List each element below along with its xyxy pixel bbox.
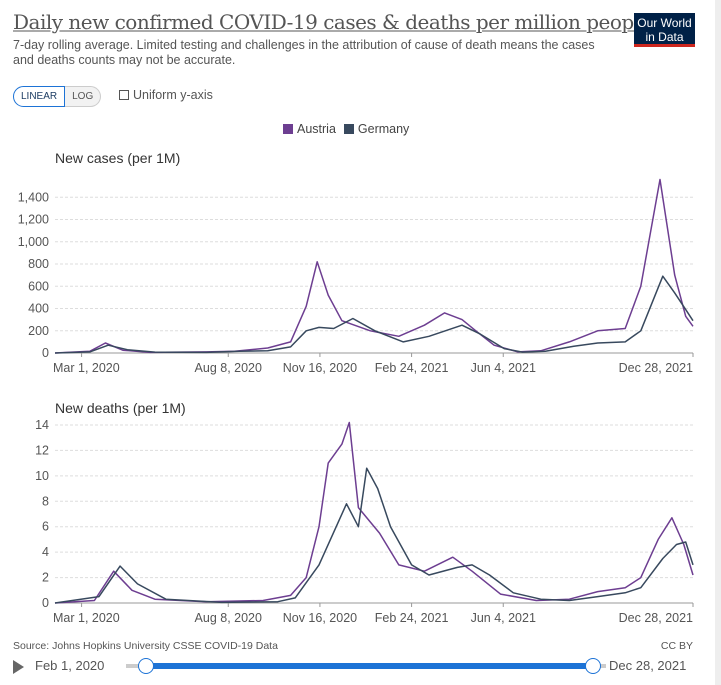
timeline-end-label: Dec 28, 2021 bbox=[609, 658, 687, 673]
checkbox-icon[interactable] bbox=[119, 90, 129, 100]
y-tick-label: 2 bbox=[42, 571, 49, 585]
x-tick-label: Dec 28, 2021 bbox=[619, 361, 693, 375]
x-tick-label: Aug 8, 2020 bbox=[195, 361, 262, 375]
x-tick-label: Feb 24, 2021 bbox=[375, 611, 449, 625]
series-line-germany bbox=[54, 467, 694, 604]
deaths-chart-title: New deaths (per 1M) bbox=[55, 400, 186, 416]
series-line-austria bbox=[54, 421, 694, 604]
uniform-y-axis-checkbox[interactable]: Uniform y-axis bbox=[119, 88, 213, 102]
x-tick-label: Mar 1, 2020 bbox=[53, 611, 120, 625]
y-tick-label: 1,400 bbox=[18, 190, 49, 204]
y-tick-label: 12 bbox=[35, 443, 49, 457]
y-tick-label: 600 bbox=[28, 279, 49, 293]
y-tick-label: 10 bbox=[35, 469, 49, 483]
legend-germany[interactable]: Germany bbox=[343, 122, 410, 136]
owid-logo[interactable]: Our World in Data bbox=[634, 13, 695, 47]
timeline-start-handle[interactable] bbox=[138, 658, 154, 674]
x-tick-label: Mar 1, 2020 bbox=[53, 361, 120, 375]
x-tick-label: Jun 4, 2021 bbox=[471, 361, 536, 375]
scrollbar[interactable] bbox=[715, 0, 721, 685]
timeline-start-label: Feb 1, 2020 bbox=[35, 658, 105, 673]
y-tick-label: 4 bbox=[42, 545, 49, 559]
x-tick-label: Aug 8, 2020 bbox=[195, 611, 262, 625]
source-text[interactable]: Source: Johns Hopkins University CSSE CO… bbox=[13, 640, 278, 652]
y-tick-label: 0 bbox=[42, 346, 49, 360]
y-tick-label: 8 bbox=[42, 494, 49, 508]
play-icon[interactable] bbox=[13, 660, 24, 674]
swatch-icon bbox=[283, 124, 293, 134]
scale-toggle: LINEAR LOG bbox=[13, 86, 102, 107]
legend-austria[interactable]: Austria bbox=[283, 122, 336, 136]
y-tick-label: 1,000 bbox=[18, 235, 49, 249]
legend: Austria Germany bbox=[283, 122, 409, 136]
uniform-label: Uniform y-axis bbox=[133, 88, 213, 102]
legend-label: Austria bbox=[297, 122, 336, 136]
y-tick-label: 14 bbox=[35, 418, 49, 432]
series-line-austria bbox=[54, 178, 694, 354]
y-tick-label: 400 bbox=[28, 302, 49, 316]
legend-label: Germany bbox=[357, 122, 410, 136]
y-tick-label: 1,200 bbox=[18, 213, 49, 227]
x-tick-label: Nov 16, 2020 bbox=[283, 361, 357, 375]
chart-title[interactable]: Daily new confirmed COVID-19 cases & dea… bbox=[13, 10, 651, 34]
timeline: Feb 1, 2020 Dec 28, 2021 bbox=[13, 658, 713, 678]
linear-button[interactable]: LINEAR bbox=[13, 86, 66, 107]
series-line-germany bbox=[54, 275, 694, 354]
cases-chart-title: New cases (per 1M) bbox=[55, 150, 181, 166]
y-tick-label: 200 bbox=[28, 324, 49, 338]
y-tick-label: 0 bbox=[42, 596, 49, 610]
x-tick-label: Feb 24, 2021 bbox=[375, 361, 449, 375]
log-button[interactable]: LOG bbox=[65, 86, 102, 107]
license-text[interactable]: CC BY bbox=[660, 640, 693, 652]
chart-subtitle: 7-day rolling average. Limited testing a… bbox=[13, 38, 595, 67]
x-tick-label: Nov 16, 2020 bbox=[283, 611, 357, 625]
y-tick-label: 6 bbox=[42, 520, 49, 534]
x-tick-label: Dec 28, 2021 bbox=[619, 611, 693, 625]
x-tick-label: Jun 4, 2021 bbox=[471, 611, 536, 625]
timeline-end-handle[interactable] bbox=[585, 658, 601, 674]
y-tick-label: 800 bbox=[28, 257, 49, 271]
swatch-icon bbox=[343, 124, 354, 134]
timeline-range bbox=[146, 663, 593, 669]
